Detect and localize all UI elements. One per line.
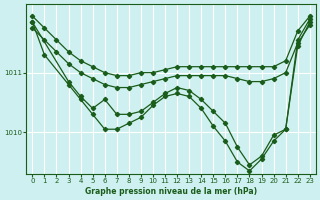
X-axis label: Graphe pression niveau de la mer (hPa): Graphe pression niveau de la mer (hPa): [85, 187, 257, 196]
